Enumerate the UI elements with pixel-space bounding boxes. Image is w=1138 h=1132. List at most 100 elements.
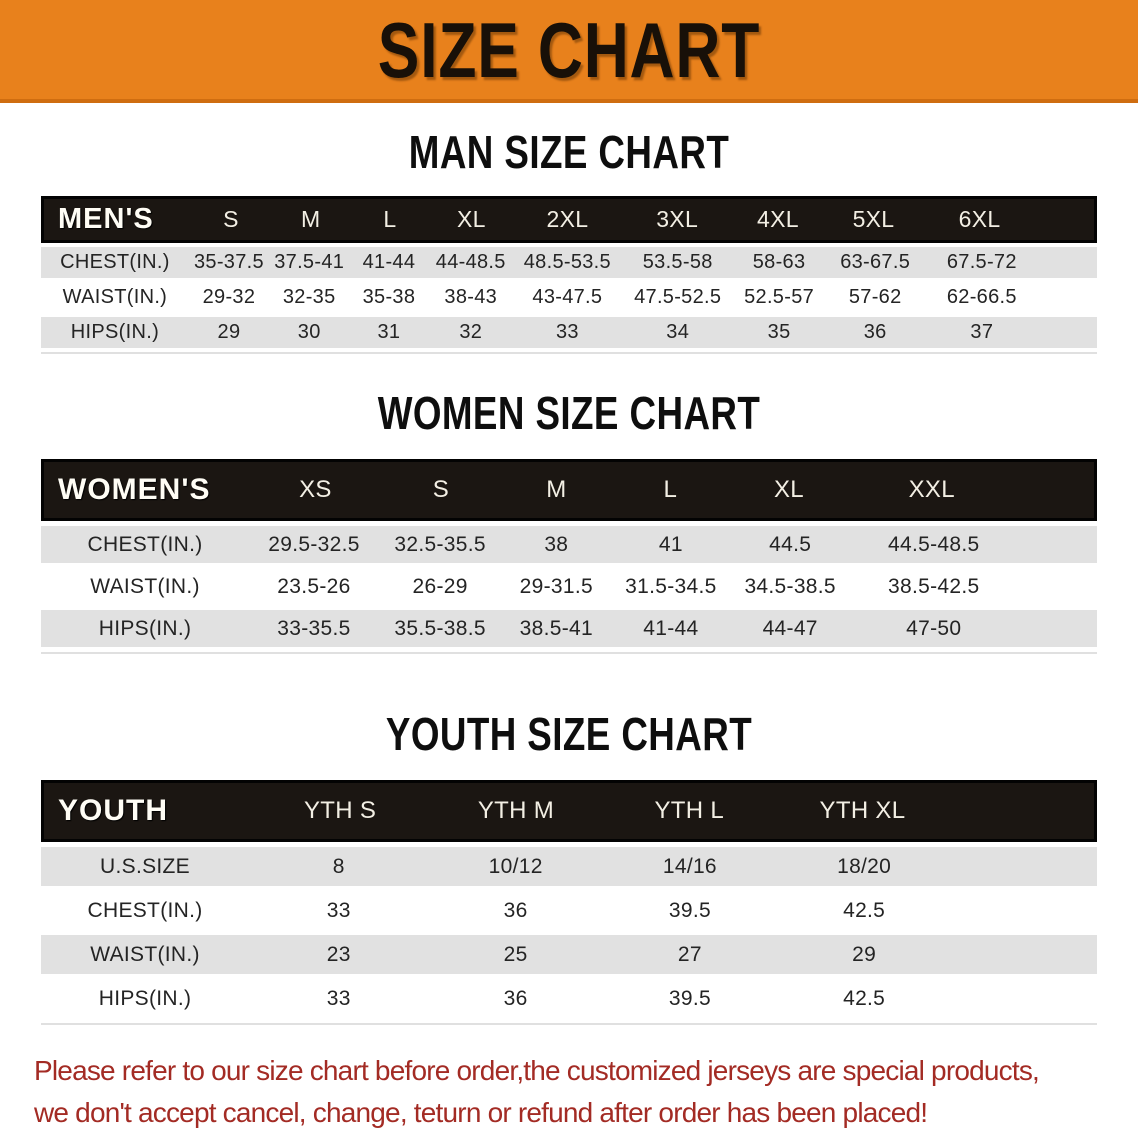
men-size-value: 62-66.5: [946, 286, 1017, 308]
men-size-value: 29: [217, 321, 241, 343]
women-size-column-header: M: [546, 476, 567, 503]
youth-row-label: HIPS(IN.): [98, 986, 192, 1010]
women-size-value: 41: [658, 532, 683, 556]
youth-size-value: 33: [326, 898, 351, 922]
women-size-value: 44-47: [762, 616, 818, 640]
women-size-value: 23.5-26: [277, 574, 351, 598]
men-row-label: HIPS(IN.): [70, 321, 160, 343]
women-size-column-header: XS: [299, 476, 332, 503]
women-size-value: 38: [544, 532, 569, 556]
youth-row-label: U.S.SIZE: [100, 854, 190, 878]
youth-size-value: 42.5: [843, 986, 886, 1010]
women-size-column-header: XL: [773, 476, 804, 503]
men-size-value: 35-38: [362, 286, 416, 308]
men-size-column-header: 6XL: [958, 206, 1001, 232]
men-size-value: 48.5-53.5: [523, 251, 611, 273]
women-size-value: 44.5: [769, 532, 812, 556]
men-size-value: 58-63: [752, 251, 806, 273]
youth-table-row: CHEST(IN.) 33 36 39.5 42.5: [41, 891, 1097, 930]
men-table-row: HIPS(IN.) 29 30 31 32 33 34 35 36 37: [41, 317, 1097, 348]
youth-size-value: 10/12: [488, 854, 543, 878]
men-size-value: 67.5-72: [946, 251, 1017, 273]
youth-table-row: WAIST(IN.) 23 25 27 29: [41, 935, 1097, 974]
youth-size-value: 23: [326, 942, 351, 966]
men-row-label: CHEST(IN.): [60, 251, 170, 273]
youth-table-row: HIPS(IN.) 33 36 39.5 42.5: [41, 979, 1097, 1018]
women-table-header-row: WOMEN'S XS S M L XL XXL: [41, 459, 1097, 521]
women-row-label: CHEST(IN.): [87, 532, 203, 556]
men-section-heading: MAN SIZE CHART: [408, 126, 730, 178]
men-size-value: 36: [863, 321, 887, 343]
youth-size-value: 8: [332, 854, 345, 878]
men-size-column-header: 5XL: [852, 206, 895, 232]
women-size-table: WOMEN'S XS S M L XL XXL CHEST(IN.) 29.5-32.5 32.5…: [41, 459, 1097, 654]
men-size-value: 38-43: [444, 286, 498, 308]
men-size-column-header: 3XL: [656, 206, 699, 232]
women-size-value: 38.5-41: [519, 616, 593, 640]
women-table-header-label: WOMEN'S: [58, 473, 211, 506]
youth-size-column-header: YTH L: [654, 797, 724, 824]
women-size-value: 47-50: [906, 616, 962, 640]
youth-table-row: U.S.SIZE 8 10/12 14/16 18/20: [41, 847, 1097, 886]
men-size-value: 63-67.5: [840, 251, 911, 273]
men-size-value: 52.5-57: [744, 286, 815, 308]
women-size-value: 33-35.5: [277, 616, 351, 640]
size-chart-banner: SIZE CHART: [0, 0, 1138, 103]
men-size-column-header: XL: [456, 206, 486, 232]
men-size-value: 37: [970, 321, 994, 343]
youth-size-value: 36: [503, 898, 528, 922]
youth-size-column-header: YTH S: [304, 797, 377, 824]
size-chart-title: SIZE CHART: [377, 5, 761, 94]
men-size-value: 33: [555, 321, 579, 343]
men-size-value: 31: [377, 321, 401, 343]
disclaimer: Please refer to our size chart before or…: [0, 1055, 1138, 1129]
women-size-value: 32.5-35.5: [394, 532, 486, 556]
men-size-column-header: 2XL: [546, 206, 589, 232]
women-size-value: 31.5-34.5: [625, 574, 717, 598]
men-size-value: 34: [666, 321, 690, 343]
men-size-value: 41-44: [362, 251, 416, 273]
women-row-label: WAIST(IN.): [90, 574, 200, 598]
youth-size-value: 25: [503, 942, 528, 966]
women-size-value: 38.5-42.5: [888, 574, 980, 598]
men-row-label: WAIST(IN.): [62, 286, 168, 308]
women-size-value: 29-31.5: [519, 574, 593, 598]
men-table-header-label: MEN'S: [58, 203, 154, 235]
men-size-value: 29-32: [202, 286, 256, 308]
women-size-column-header: XXL: [908, 476, 955, 503]
women-table-row: CHEST(IN.) 29.5-32.5 32.5-35.5 38 41 44.5 44.5…: [41, 526, 1097, 563]
men-table-header-row: MEN'S S M L XL 2XL 3XL 4XL 5XL 6XL: [41, 196, 1097, 243]
men-size-value: 47.5-52.5: [634, 286, 722, 308]
disclaimer-line-2: we don't accept cancel, change, teturn o…: [34, 1097, 928, 1129]
women-size-value: 29.5-32.5: [268, 532, 360, 556]
youth-size-value: 18/20: [837, 854, 892, 878]
youth-row-label: CHEST(IN.): [87, 898, 203, 922]
men-table-row: CHEST(IN.) 35-37.5 37.5-41 41-44 44-48.5 48.5…: [41, 247, 1097, 278]
men-size-table: MEN'S S M L XL 2XL 3XL 4XL 5XL 6XL CHEST(IN.) 35-37…: [41, 196, 1097, 354]
men-size-value: 32-35: [282, 286, 336, 308]
youth-size-chart-section: YOUTH SIZE CHART YOUTH YTH S YTH M YTH L YTH …: [0, 711, 1138, 1025]
men-table-row: WAIST(IN.) 29-32 32-35 35-38 38-43 43-47.5 47.…: [41, 282, 1097, 313]
youth-section-heading: YOUTH SIZE CHART: [385, 708, 753, 760]
youth-size-value: 29: [852, 942, 877, 966]
youth-table-header-row: YOUTH YTH S YTH M YTH L YTH XL: [41, 780, 1097, 842]
women-table-row: HIPS(IN.) 33-35.5 35.5-38.5 38.5-41 41-44 44-…: [41, 610, 1097, 647]
men-size-value: 37.5-41: [274, 251, 345, 273]
youth-row-label: WAIST(IN.): [90, 942, 200, 966]
men-size-chart-section: MAN SIZE CHART MEN'S S M L XL 2XL 3XL 4XL 5XL 6XL C…: [0, 129, 1138, 354]
size-chart-sections: MAN SIZE CHART MEN'S S M L XL 2XL 3XL 4XL 5XL 6XL C…: [0, 129, 1138, 1025]
women-section-heading: WOMEN SIZE CHART: [377, 387, 761, 439]
men-size-column-header: 4XL: [757, 206, 799, 232]
women-size-value: 35.5-38.5: [394, 616, 486, 640]
youth-size-column-header: YTH M: [477, 797, 555, 824]
youth-size-value: 39.5: [668, 898, 711, 922]
women-size-value: 26-29: [412, 574, 468, 598]
women-size-column-header: L: [663, 476, 678, 503]
men-size-value: 43-47.5: [532, 286, 603, 308]
women-size-chart-section: WOMEN SIZE CHART WOMEN'S XS S M L XL XXL CHEST(I…: [0, 390, 1138, 654]
men-size-column-header: M: [300, 206, 321, 232]
men-size-value: 35: [767, 321, 791, 343]
men-size-value: 53.5-58: [642, 251, 713, 273]
youth-size-value: 14/16: [662, 854, 717, 878]
